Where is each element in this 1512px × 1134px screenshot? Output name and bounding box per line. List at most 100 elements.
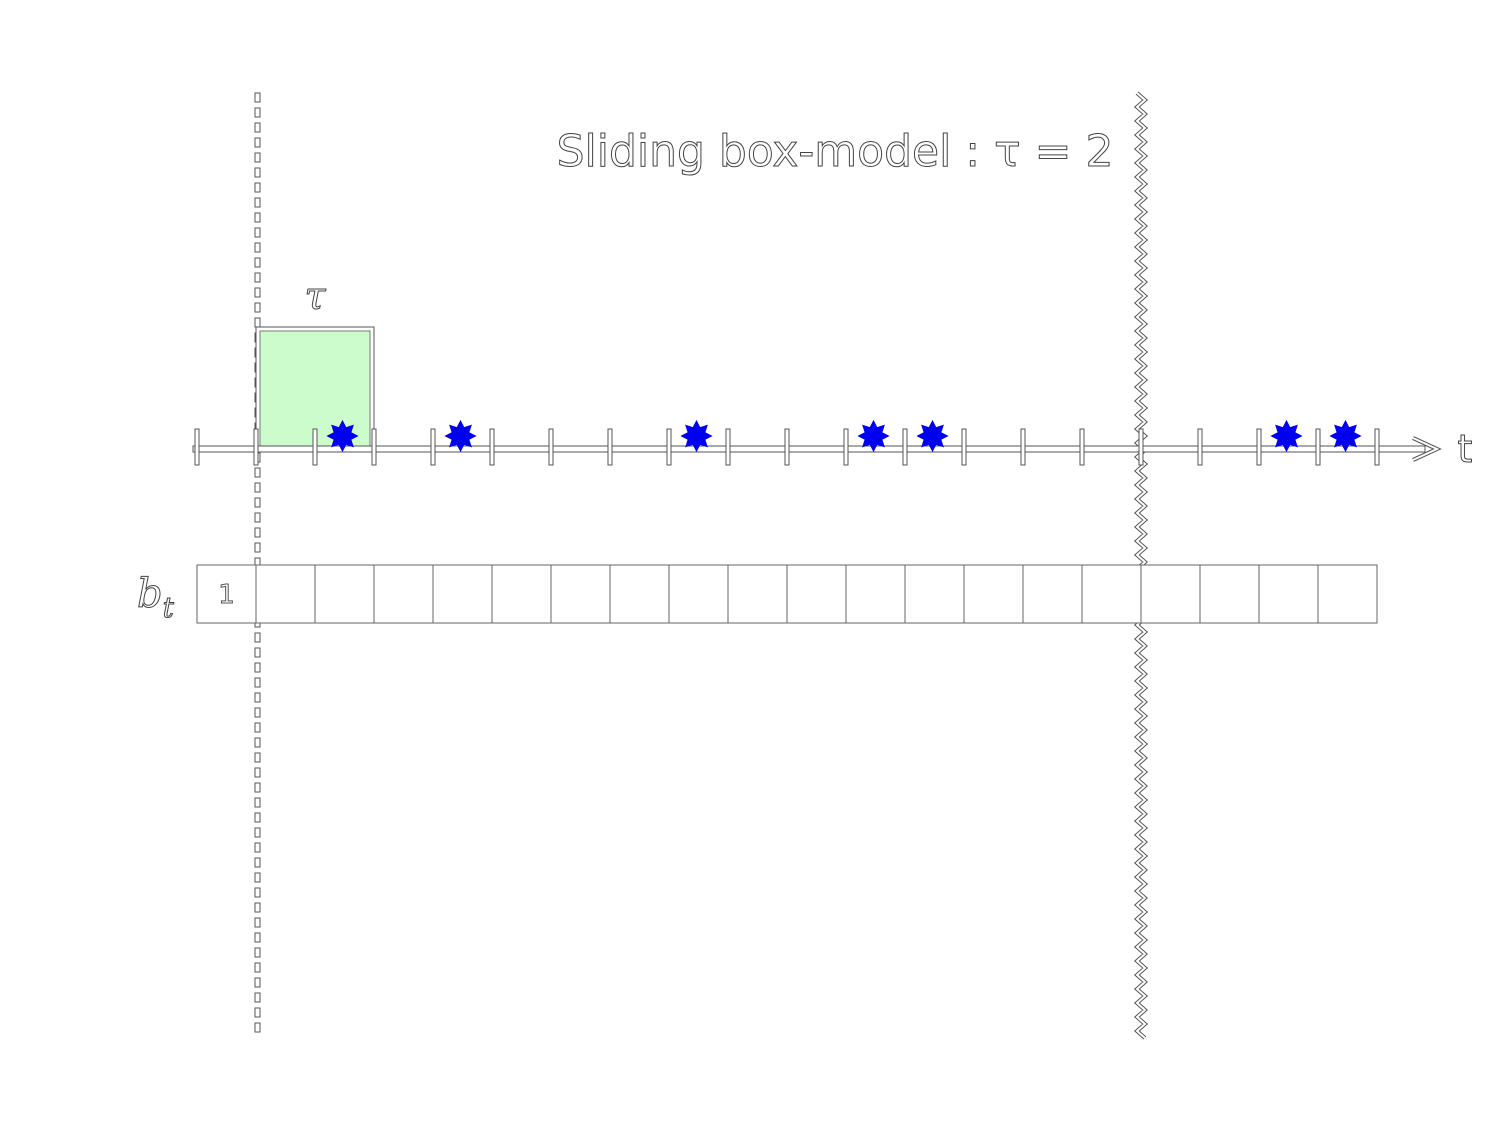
dash-segment <box>254 737 261 748</box>
buffer-label-subscript: t <box>163 591 175 624</box>
axis-tick <box>1197 428 1203 466</box>
axis-tick <box>666 428 672 466</box>
dash-segment <box>254 497 261 508</box>
dash-segment <box>254 782 261 793</box>
buffer-cell <box>255 564 316 624</box>
buffer-cell <box>1081 564 1142 624</box>
dash-segment <box>254 302 261 313</box>
buffer-cell-value: 1 <box>218 580 235 610</box>
axis-tick <box>607 428 613 466</box>
axis-tick <box>312 428 318 466</box>
buffer-cell <box>196 564 257 624</box>
dash-segment <box>254 722 261 733</box>
axis-arrowhead-core <box>1412 437 1440 461</box>
dash-segment <box>254 857 261 868</box>
axis-tick <box>1020 428 1026 466</box>
buffer-cell <box>550 564 611 624</box>
dash-segment <box>254 287 261 298</box>
buffer-cell <box>1140 564 1201 624</box>
dash-segment <box>254 482 261 493</box>
timeline-axis <box>192 428 1442 466</box>
axis-tick <box>371 428 377 466</box>
dash-segment <box>254 242 261 253</box>
dash-segment <box>254 812 261 823</box>
dash-segment <box>254 947 261 958</box>
buffer-row: 1 <box>196 564 1378 624</box>
dash-segment <box>254 122 261 133</box>
buffer-cell <box>432 564 493 624</box>
axis-tick <box>489 428 495 466</box>
buffer-cell <box>963 564 1024 624</box>
axis-tick <box>1079 428 1085 466</box>
dash-segment <box>254 797 261 808</box>
buffer-label-main: b <box>137 571 163 617</box>
axis-tick <box>1138 428 1144 466</box>
dash-segment <box>254 167 261 178</box>
dash-segment <box>254 992 261 1003</box>
dash-segment <box>254 842 261 853</box>
dash-segment <box>254 467 261 478</box>
dash-segment <box>254 272 261 283</box>
dashed-vertical-marker <box>254 92 261 1033</box>
dash-segment <box>254 317 261 328</box>
dash-segment <box>254 827 261 838</box>
buffer-cell <box>668 564 729 624</box>
axis-tick <box>843 428 849 466</box>
dash-segment <box>254 212 261 223</box>
axis-tick <box>1374 428 1380 466</box>
dash-segment <box>254 1007 261 1018</box>
buffer-cell <box>1258 564 1319 624</box>
dash-segment <box>254 962 261 973</box>
axis-tick <box>725 428 731 466</box>
dash-segment <box>254 542 261 553</box>
axis-tick <box>253 428 259 466</box>
dash-segment <box>254 887 261 898</box>
axis-tick <box>430 428 436 466</box>
buffer-cell <box>491 564 552 624</box>
axis-tick <box>548 428 554 466</box>
dash-segment <box>254 977 261 988</box>
buffer-cell <box>904 564 965 624</box>
dash-segment <box>254 92 261 103</box>
axis-tick <box>961 428 967 466</box>
dash-segment <box>254 707 261 718</box>
event-marker <box>857 419 890 453</box>
dash-segment <box>254 257 261 268</box>
dash-segment <box>254 1022 261 1033</box>
dash-segment <box>254 107 261 118</box>
buffer-label: bt <box>137 571 175 624</box>
dash-segment <box>254 917 261 928</box>
dash-segment <box>254 692 261 703</box>
dash-segment <box>254 182 261 193</box>
axis-tick <box>194 428 200 466</box>
event-marker <box>916 419 949 453</box>
buffer-cell <box>373 564 434 624</box>
dash-segment <box>254 527 261 538</box>
axis-tick <box>1256 428 1262 466</box>
axis-tick <box>902 428 908 466</box>
dash-segment <box>254 767 261 778</box>
time-axis-label: t <box>1458 427 1473 471</box>
dash-segment <box>254 632 261 643</box>
dash-segment <box>254 647 261 658</box>
buffer-cell <box>1199 564 1260 624</box>
buffer-cell <box>786 564 847 624</box>
buffer-cell <box>1022 564 1083 624</box>
diagram-title: Sliding box-model : τ = 2 <box>557 126 1114 177</box>
tau-window <box>255 326 375 447</box>
dash-segment <box>254 512 261 523</box>
event-marker <box>680 419 713 453</box>
event-marker <box>1270 419 1303 453</box>
event-marker <box>444 419 477 453</box>
dash-segment <box>254 137 261 148</box>
tau-window-label: τ <box>304 274 326 318</box>
buffer-cell <box>727 564 788 624</box>
event-marker <box>326 419 359 453</box>
dash-segment <box>254 752 261 763</box>
axis-tick <box>784 428 790 466</box>
dash-segment <box>254 872 261 883</box>
buffer-cell <box>1317 564 1378 624</box>
dash-segment <box>254 932 261 943</box>
dash-segment <box>254 227 261 238</box>
